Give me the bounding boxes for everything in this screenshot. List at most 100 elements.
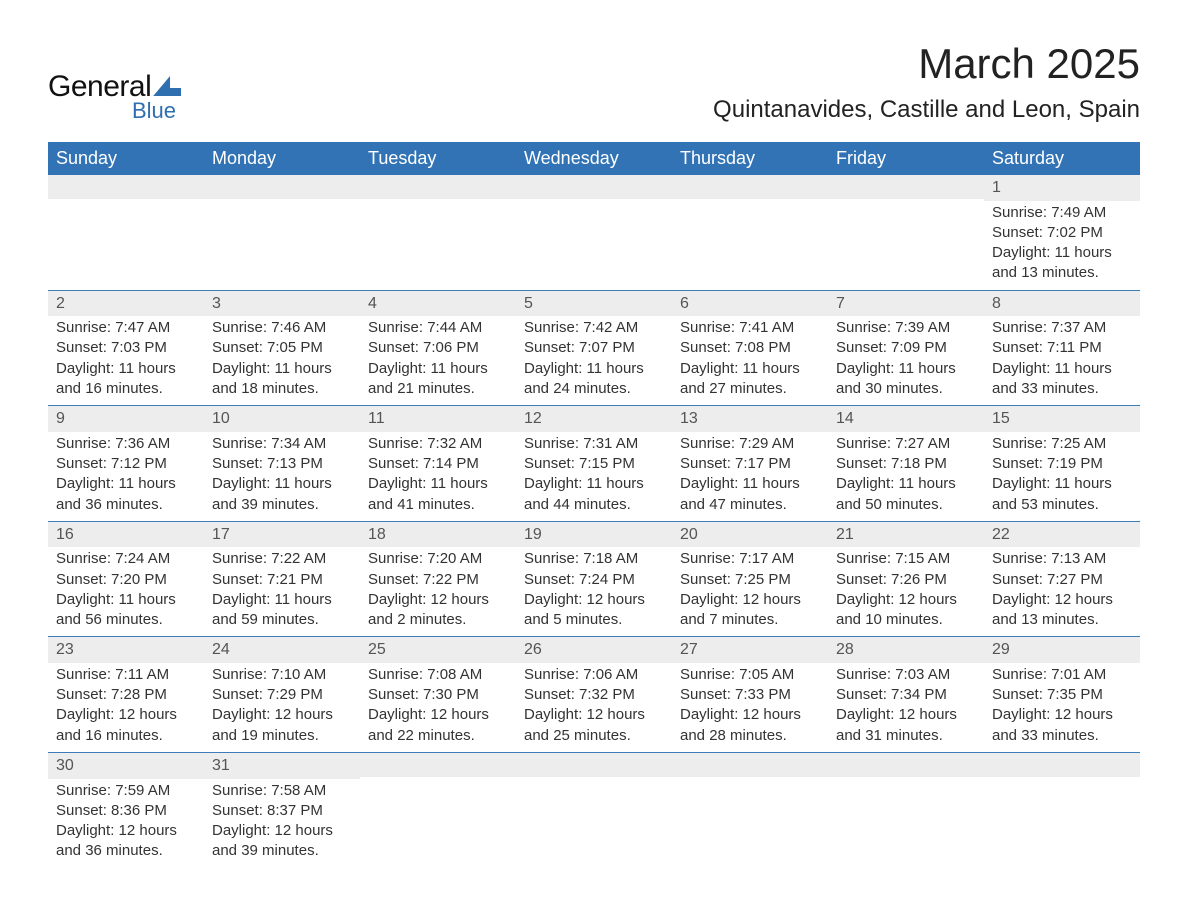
calendar-cell: [828, 752, 984, 867]
sunrise-text: Sunrise: 7:44 AM: [368, 318, 508, 338]
calendar-cell: 10Sunrise: 7:34 AMSunset: 7:13 PMDayligh…: [204, 406, 360, 522]
day-details: Sunrise: 7:05 AMSunset: 7:33 PMDaylight:…: [672, 663, 828, 752]
sunrise-text: Sunrise: 7:03 AM: [836, 665, 976, 685]
daylight-text: Daylight: 11 hours and 44 minutes.: [524, 474, 664, 515]
day-number: 26: [516, 637, 672, 663]
weekday-header-row: Sunday Monday Tuesday Wednesday Thursday…: [48, 142, 1140, 175]
empty-day-bar: [828, 753, 984, 777]
calendar-cell: [48, 175, 204, 290]
calendar-cell: [828, 175, 984, 290]
empty-day-bar: [204, 175, 360, 199]
sunrise-text: Sunrise: 7:32 AM: [368, 434, 508, 454]
sunset-text: Sunset: 7:32 PM: [524, 685, 664, 705]
sunset-text: Sunset: 7:17 PM: [680, 454, 820, 474]
day-details: Sunrise: 7:22 AMSunset: 7:21 PMDaylight:…: [204, 547, 360, 636]
daylight-text: Daylight: 12 hours and 16 minutes.: [56, 705, 196, 746]
sunrise-text: Sunrise: 7:24 AM: [56, 549, 196, 569]
calendar-cell: 7Sunrise: 7:39 AMSunset: 7:09 PMDaylight…: [828, 290, 984, 406]
day-number: 25: [360, 637, 516, 663]
sunrise-text: Sunrise: 7:13 AM: [992, 549, 1132, 569]
sunset-text: Sunset: 7:33 PM: [680, 685, 820, 705]
day-details: Sunrise: 7:10 AMSunset: 7:29 PMDaylight:…: [204, 663, 360, 752]
day-number: 10: [204, 406, 360, 432]
sunrise-text: Sunrise: 7:41 AM: [680, 318, 820, 338]
daylight-text: Daylight: 12 hours and 10 minutes.: [836, 590, 976, 631]
brand-triangle-icon: [153, 76, 181, 96]
day-details: Sunrise: 7:24 AMSunset: 7:20 PMDaylight:…: [48, 547, 204, 636]
daylight-text: Daylight: 12 hours and 39 minutes.: [212, 821, 352, 862]
calendar-cell: 28Sunrise: 7:03 AMSunset: 7:34 PMDayligh…: [828, 637, 984, 753]
daylight-text: Daylight: 11 hours and 36 minutes.: [56, 474, 196, 515]
calendar-week-row: 23Sunrise: 7:11 AMSunset: 7:28 PMDayligh…: [48, 637, 1140, 753]
day-number: 2: [48, 291, 204, 317]
sunrise-text: Sunrise: 7:39 AM: [836, 318, 976, 338]
daylight-text: Daylight: 11 hours and 18 minutes.: [212, 359, 352, 400]
sunset-text: Sunset: 7:09 PM: [836, 338, 976, 358]
day-details: Sunrise: 7:36 AMSunset: 7:12 PMDaylight:…: [48, 432, 204, 521]
calendar-cell: 31Sunrise: 7:58 AMSunset: 8:37 PMDayligh…: [204, 752, 360, 867]
day-number: 9: [48, 406, 204, 432]
sunrise-text: Sunrise: 7:20 AM: [368, 549, 508, 569]
day-number: 23: [48, 637, 204, 663]
calendar-cell: 12Sunrise: 7:31 AMSunset: 7:15 PMDayligh…: [516, 406, 672, 522]
sunrise-text: Sunrise: 7:47 AM: [56, 318, 196, 338]
day-number: 5: [516, 291, 672, 317]
daylight-text: Daylight: 12 hours and 31 minutes.: [836, 705, 976, 746]
daylight-text: Daylight: 12 hours and 36 minutes.: [56, 821, 196, 862]
empty-day-body: [48, 199, 204, 273]
day-number: 21: [828, 522, 984, 548]
empty-day-body: [672, 199, 828, 273]
calendar-cell: 18Sunrise: 7:20 AMSunset: 7:22 PMDayligh…: [360, 521, 516, 637]
sunset-text: Sunset: 7:26 PM: [836, 570, 976, 590]
daylight-text: Daylight: 11 hours and 13 minutes.: [992, 243, 1132, 284]
sunrise-text: Sunrise: 7:05 AM: [680, 665, 820, 685]
calendar-cell: 17Sunrise: 7:22 AMSunset: 7:21 PMDayligh…: [204, 521, 360, 637]
day-number: 15: [984, 406, 1140, 432]
sunrise-text: Sunrise: 7:17 AM: [680, 549, 820, 569]
day-details: Sunrise: 7:11 AMSunset: 7:28 PMDaylight:…: [48, 663, 204, 752]
calendar-cell: [516, 752, 672, 867]
calendar-week-row: 2Sunrise: 7:47 AMSunset: 7:03 PM Daylight…: [48, 290, 1140, 406]
sunset-text: Sunset: 7:27 PM: [992, 570, 1132, 590]
sunset-text: Sunset: 7:03 PM: [56, 338, 196, 358]
sunrise-text: Sunrise: 7:37 AM: [992, 318, 1132, 338]
day-number: 20: [672, 522, 828, 548]
daylight-text: Daylight: 12 hours and 33 minutes.: [992, 705, 1132, 746]
daylight-text: Daylight: 12 hours and 19 minutes.: [212, 705, 352, 746]
day-details: Sunrise: 7:17 AMSunset: 7:25 PMDaylight:…: [672, 547, 828, 636]
sunrise-text: Sunrise: 7:27 AM: [836, 434, 976, 454]
day-number: 7: [828, 291, 984, 317]
weekday-header: Sunday: [48, 142, 204, 175]
day-number: 30: [48, 753, 204, 779]
sunset-text: Sunset: 7:29 PM: [212, 685, 352, 705]
day-number: 29: [984, 637, 1140, 663]
empty-day-bar: [672, 753, 828, 777]
day-details: Sunrise: 7:18 AMSunset: 7:24 PMDaylight:…: [516, 547, 672, 636]
daylight-text: Daylight: 11 hours and 50 minutes.: [836, 474, 976, 515]
daylight-text: Daylight: 11 hours and 27 minutes.: [680, 359, 820, 400]
sunrise-text: Sunrise: 7:31 AM: [524, 434, 664, 454]
sunrise-text: Sunrise: 7:15 AM: [836, 549, 976, 569]
day-details: Sunrise: 7:27 AMSunset: 7:18 PMDaylight:…: [828, 432, 984, 521]
day-number: 24: [204, 637, 360, 663]
day-number: 16: [48, 522, 204, 548]
daylight-text: Daylight: 11 hours and 30 minutes.: [836, 359, 976, 400]
calendar-cell: 26Sunrise: 7:06 AMSunset: 7:32 PMDayligh…: [516, 637, 672, 753]
sunrise-text: Sunrise: 7:10 AM: [212, 665, 352, 685]
day-details: Sunrise: 7:29 AMSunset: 7:17 PMDaylight:…: [672, 432, 828, 521]
calendar-cell: 19Sunrise: 7:18 AMSunset: 7:24 PMDayligh…: [516, 521, 672, 637]
sunset-text: Sunset: 7:28 PM: [56, 685, 196, 705]
day-details: Sunrise: 7:25 AMSunset: 7:19 PMDaylight:…: [984, 432, 1140, 521]
day-details: Sunrise: 7:08 AMSunset: 7:30 PMDaylight:…: [360, 663, 516, 752]
day-details: Sunrise: 7:13 AMSunset: 7:27 PMDaylight:…: [984, 547, 1140, 636]
day-number: 1: [984, 175, 1140, 201]
sunrise-text: Sunrise: 7:06 AM: [524, 665, 664, 685]
empty-day-bar: [516, 753, 672, 777]
empty-day-bar: [672, 175, 828, 199]
sunset-text: Sunset: 7:19 PM: [992, 454, 1132, 474]
empty-day-bar: [360, 175, 516, 199]
calendar-week-row: 16Sunrise: 7:24 AMSunset: 7:20 PMDayligh…: [48, 521, 1140, 637]
day-details: Sunrise: 7:20 AMSunset: 7:22 PMDaylight:…: [360, 547, 516, 636]
calendar-cell: 21Sunrise: 7:15 AMSunset: 7:26 PMDayligh…: [828, 521, 984, 637]
calendar-cell: 9Sunrise: 7:36 AMSunset: 7:12 PMDaylight…: [48, 406, 204, 522]
